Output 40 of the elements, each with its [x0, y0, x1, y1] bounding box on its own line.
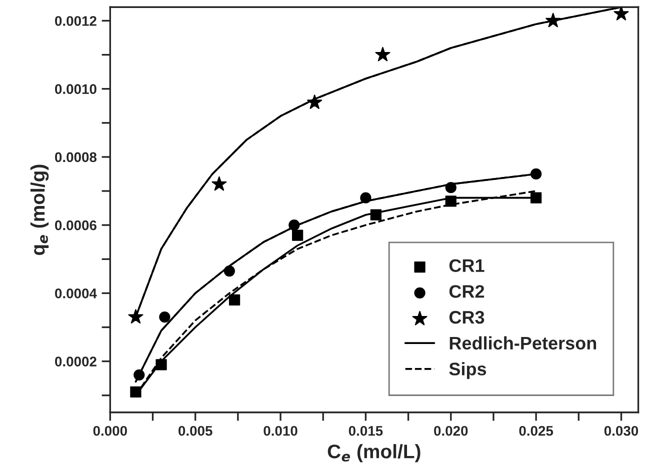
point: [156, 359, 167, 370]
point: [370, 209, 382, 220]
point: [288, 220, 300, 231]
point: [212, 176, 227, 191]
point: [128, 309, 144, 324]
point: [307, 94, 322, 109]
point: [360, 192, 372, 204]
point: [614, 7, 629, 20]
point: [292, 230, 304, 241]
y-tick-label: 0.0004: [55, 288, 97, 298]
point: [228, 294, 240, 306]
y-tick-label: 0.0002: [55, 356, 96, 366]
x-tick-label: 0.025: [519, 426, 554, 436]
point: [530, 168, 542, 180]
x-tick-label: 0.015: [348, 426, 383, 436]
y-tick-label: 0.0012: [55, 16, 96, 26]
point: [445, 196, 456, 207]
point: [130, 386, 142, 398]
point: [159, 311, 170, 323]
point: [224, 265, 235, 277]
x-tick-label: 0.010: [264, 426, 298, 436]
point: [546, 12, 561, 28]
x-tick-label: 0.030: [604, 426, 638, 436]
point: [445, 182, 456, 194]
legend-label: CR2: [449, 285, 484, 298]
y-tick-label: 0.0008: [55, 152, 97, 162]
legend-label: Redlich-Peterson: [450, 336, 596, 350]
x-axis-title: C$_{e}$ (mol/L): [328, 444, 420, 462]
x-tick-label: 0.005: [178, 426, 212, 436]
point: [134, 369, 145, 380]
legend-label: CR3: [449, 310, 484, 324]
legend-label: Sips: [449, 362, 486, 379]
point: [375, 46, 390, 62]
x-tick-label: 0.000: [93, 426, 127, 436]
y-tick-label: 0.0006: [55, 220, 96, 230]
y-tick-label: 0.0010: [55, 84, 96, 94]
x-tick-label: 0.020: [434, 426, 468, 436]
point: [530, 192, 542, 204]
legend-label: CR1: [449, 259, 484, 272]
y-axis-title: q$_{e}$ (mol/g): [30, 164, 49, 256]
